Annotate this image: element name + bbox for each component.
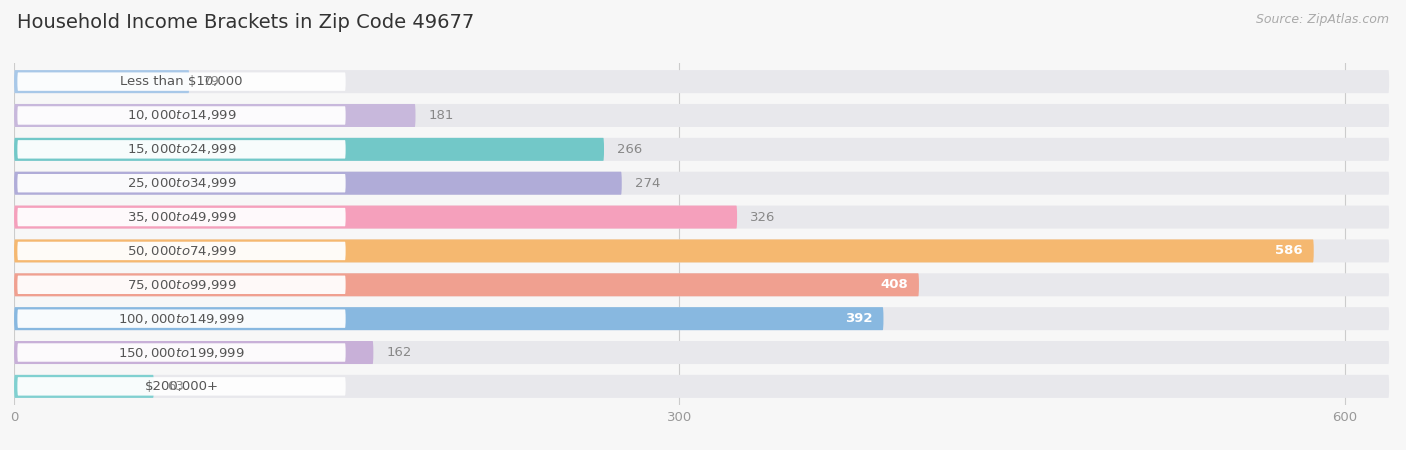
Text: 274: 274 xyxy=(636,177,661,190)
Text: $75,000 to $99,999: $75,000 to $99,999 xyxy=(127,278,236,292)
FancyBboxPatch shape xyxy=(17,174,346,193)
FancyBboxPatch shape xyxy=(17,377,346,396)
FancyBboxPatch shape xyxy=(14,239,1313,262)
FancyBboxPatch shape xyxy=(14,104,416,127)
FancyBboxPatch shape xyxy=(17,310,346,328)
Text: $150,000 to $199,999: $150,000 to $199,999 xyxy=(118,346,245,360)
Text: $35,000 to $49,999: $35,000 to $49,999 xyxy=(127,210,236,224)
FancyBboxPatch shape xyxy=(14,172,1389,195)
Text: $25,000 to $34,999: $25,000 to $34,999 xyxy=(127,176,236,190)
Text: $10,000 to $14,999: $10,000 to $14,999 xyxy=(127,108,236,122)
FancyBboxPatch shape xyxy=(14,375,153,398)
FancyBboxPatch shape xyxy=(14,375,1389,398)
Text: 181: 181 xyxy=(429,109,454,122)
FancyBboxPatch shape xyxy=(17,343,346,362)
Text: 63: 63 xyxy=(167,380,184,393)
Text: Less than $10,000: Less than $10,000 xyxy=(121,75,243,88)
FancyBboxPatch shape xyxy=(14,104,1389,127)
FancyBboxPatch shape xyxy=(14,70,190,93)
Text: $100,000 to $149,999: $100,000 to $149,999 xyxy=(118,312,245,326)
FancyBboxPatch shape xyxy=(14,307,1389,330)
FancyBboxPatch shape xyxy=(14,341,1389,364)
FancyBboxPatch shape xyxy=(17,208,346,226)
FancyBboxPatch shape xyxy=(17,242,346,260)
FancyBboxPatch shape xyxy=(17,140,346,158)
Text: Source: ZipAtlas.com: Source: ZipAtlas.com xyxy=(1256,14,1389,27)
FancyBboxPatch shape xyxy=(17,275,346,294)
FancyBboxPatch shape xyxy=(14,138,1389,161)
FancyBboxPatch shape xyxy=(14,206,737,229)
FancyBboxPatch shape xyxy=(14,172,621,195)
FancyBboxPatch shape xyxy=(17,72,346,91)
Text: 392: 392 xyxy=(845,312,872,325)
Text: $50,000 to $74,999: $50,000 to $74,999 xyxy=(127,244,236,258)
Text: 162: 162 xyxy=(387,346,412,359)
FancyBboxPatch shape xyxy=(14,138,605,161)
Text: 79: 79 xyxy=(202,75,219,88)
FancyBboxPatch shape xyxy=(14,307,883,330)
Text: $15,000 to $24,999: $15,000 to $24,999 xyxy=(127,142,236,156)
FancyBboxPatch shape xyxy=(14,239,1389,262)
Text: 266: 266 xyxy=(617,143,643,156)
FancyBboxPatch shape xyxy=(14,70,1389,93)
FancyBboxPatch shape xyxy=(14,273,1389,296)
Text: 408: 408 xyxy=(880,278,908,291)
FancyBboxPatch shape xyxy=(14,206,1389,229)
Text: 586: 586 xyxy=(1275,244,1302,257)
Text: Household Income Brackets in Zip Code 49677: Household Income Brackets in Zip Code 49… xyxy=(17,14,474,32)
Text: 326: 326 xyxy=(751,211,776,224)
FancyBboxPatch shape xyxy=(14,341,374,364)
Text: $200,000+: $200,000+ xyxy=(145,380,218,393)
FancyBboxPatch shape xyxy=(17,106,346,125)
FancyBboxPatch shape xyxy=(14,273,920,296)
